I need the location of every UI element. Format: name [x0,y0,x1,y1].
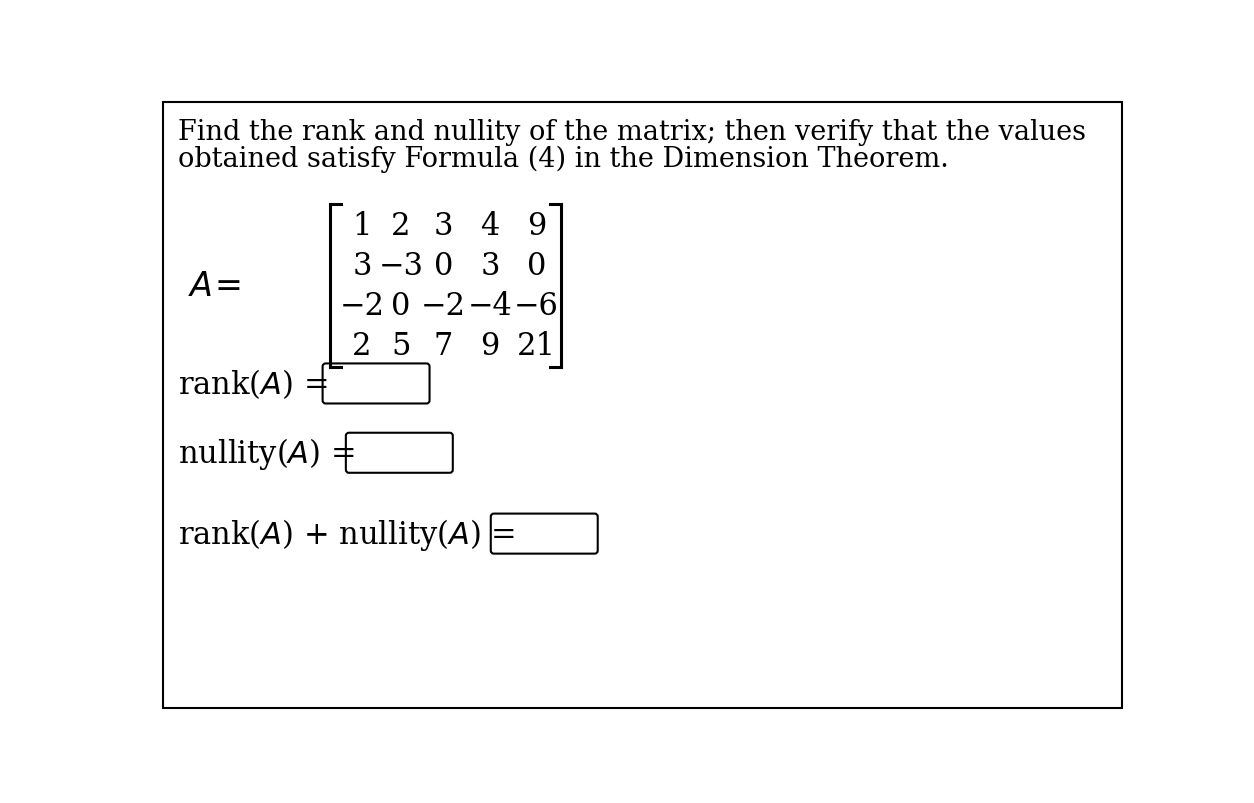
Text: =: = [214,271,243,302]
Text: 1: 1 [352,211,372,242]
Text: $A$: $A$ [188,271,212,302]
Text: −6: −6 [514,291,559,322]
Text: rank($A$) + nullity($A$) =: rank($A$) + nullity($A$) = [178,516,515,552]
Text: 2: 2 [391,211,410,242]
Text: −3: −3 [379,251,424,282]
Text: −4: −4 [468,291,513,322]
Text: 9: 9 [480,331,499,362]
Text: −2: −2 [340,291,385,322]
Text: 3: 3 [434,211,453,242]
Text: obtained satisfy Formula (4) in the Dimension Theorem.: obtained satisfy Formula (4) in the Dime… [178,146,949,173]
Text: 5: 5 [391,331,410,362]
Text: 2: 2 [352,331,372,362]
FancyBboxPatch shape [490,514,598,554]
Text: 9: 9 [527,211,547,242]
Text: 0: 0 [434,251,453,282]
Text: −2: −2 [421,291,466,322]
FancyBboxPatch shape [346,433,453,473]
Text: 0: 0 [527,251,547,282]
Text: 3: 3 [352,251,372,282]
Text: 21: 21 [517,331,556,362]
Text: Find the rank and nullity of the matrix; then verify that the values: Find the rank and nullity of the matrix;… [178,119,1086,146]
Text: 3: 3 [480,251,500,282]
FancyBboxPatch shape [322,364,430,404]
Text: nullity($A$) =: nullity($A$) = [178,435,355,471]
Text: 0: 0 [391,291,410,322]
Text: rank($A$) =: rank($A$) = [178,367,329,401]
Text: 7: 7 [434,331,453,362]
Text: 4: 4 [480,211,499,242]
